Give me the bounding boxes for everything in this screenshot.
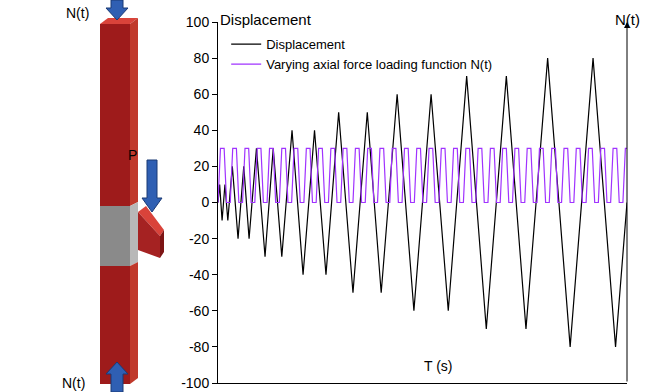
- svg-text:-100: -100: [181, 375, 209, 391]
- svg-text:-20: -20: [189, 231, 209, 247]
- svg-text:N(t): N(t): [62, 375, 85, 391]
- svg-text:100: 100: [186, 14, 210, 30]
- svg-text:T (s): T (s): [424, 358, 453, 374]
- svg-text:N(t): N(t): [66, 5, 89, 21]
- svg-text:Displacement: Displacement: [266, 37, 345, 52]
- svg-text:Varying axial force loading fu: Varying axial force loading function N(t…: [266, 57, 492, 72]
- svg-text:0: 0: [201, 194, 209, 210]
- svg-text:80: 80: [194, 50, 210, 66]
- svg-text:20: 20: [194, 158, 210, 174]
- svg-text:Displacement: Displacement: [220, 11, 312, 28]
- svg-text:-60: -60: [189, 303, 209, 319]
- svg-text:40: 40: [194, 122, 210, 138]
- svg-text:-80: -80: [189, 339, 209, 355]
- svg-text:-40: -40: [189, 267, 209, 283]
- svg-text:N(t): N(t): [615, 11, 640, 28]
- svg-text:60: 60: [194, 86, 210, 102]
- svg-text:P: P: [128, 147, 137, 163]
